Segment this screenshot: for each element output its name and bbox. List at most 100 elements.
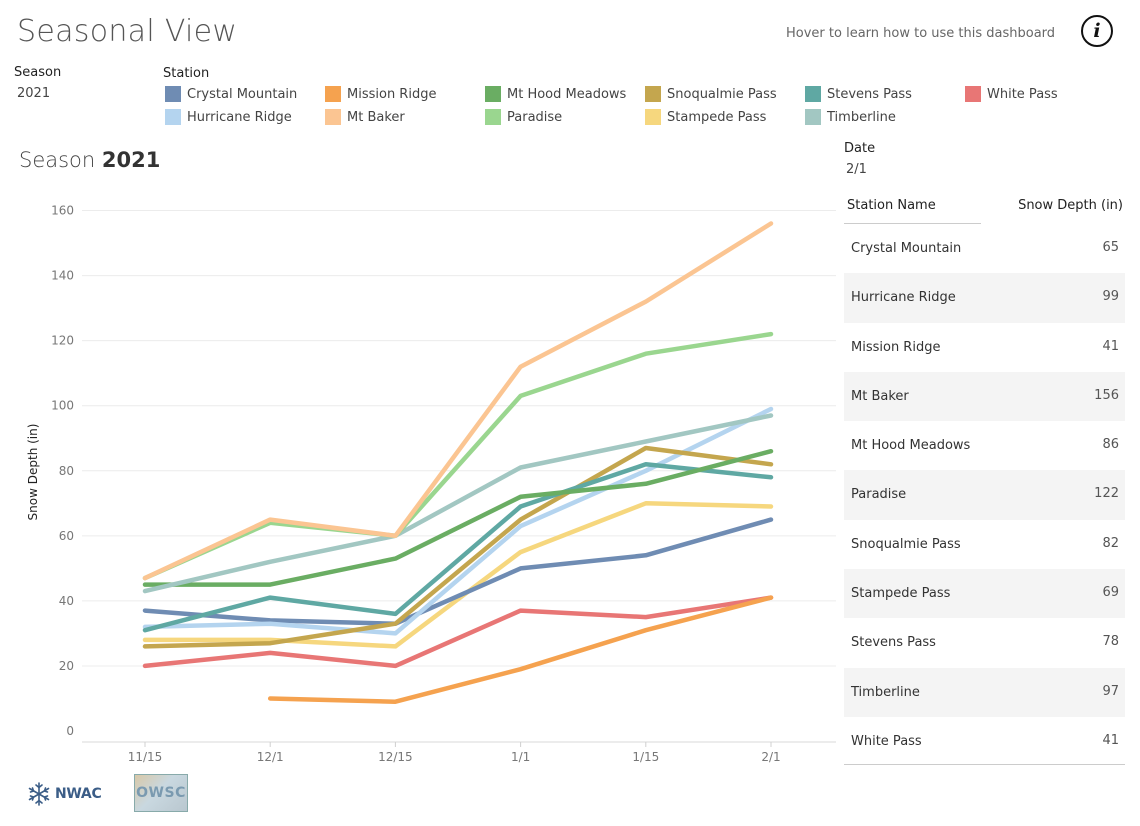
legend-item[interactable]: Paradise: [485, 109, 562, 125]
station-legend: Crystal Mountain Mission Ridge Mt Hood Mea…: [165, 86, 1085, 134]
nwac-logo-text: NWAC: [55, 786, 102, 802]
legend-label: Paradise: [507, 109, 563, 125]
y-tick-label: 60: [59, 529, 74, 543]
legend-swatch: [165, 109, 181, 125]
table-header-snow-depth[interactable]: Snow Depth (in): [1018, 198, 1123, 213]
date-filter-value[interactable]: 2/1: [846, 162, 867, 177]
y-tick-label: 100: [51, 399, 74, 413]
legend-label: Mt Hood Meadows: [507, 86, 627, 102]
x-tick-label: 1/15: [632, 750, 659, 764]
station-name-cell: Mt Baker: [851, 388, 909, 404]
station-name-cell: Stampede Pass: [851, 586, 951, 602]
legend-label: Mt Baker: [347, 109, 405, 125]
table-row[interactable]: Stevens Pass 78: [844, 618, 1125, 667]
snow-depth-cell: 78: [1102, 634, 1119, 650]
y-tick-label: 140: [51, 269, 74, 283]
table-row[interactable]: Hurricane Ridge 99: [844, 273, 1125, 323]
x-tick-label: 1/1: [511, 750, 530, 764]
y-tick-label: 0: [66, 724, 74, 738]
table-header-station-name[interactable]: Station Name: [847, 198, 936, 213]
snow-depth-cell: 65: [1102, 240, 1119, 255]
series-line: [142, 331, 774, 581]
table-row[interactable]: Snoqualmie Pass 82: [844, 520, 1125, 569]
station-name-cell: Hurricane Ridge: [851, 290, 956, 306]
chart-heading-season: 2021: [101, 148, 161, 172]
snow-depth-cell: 122: [1094, 486, 1119, 502]
snow-depth-cell: 97: [1102, 683, 1119, 699]
series-line: [142, 517, 774, 626]
owsc-logo-text: OWSC: [136, 785, 186, 801]
snow-depth-cell: 41: [1102, 338, 1119, 354]
station-name-cell: Paradise: [851, 487, 907, 503]
legend-swatch: [485, 109, 501, 125]
station-name-cell: Mission Ridge: [851, 339, 941, 355]
table-row[interactable]: Stampede Pass 69: [844, 569, 1125, 619]
station-name-cell: Stevens Pass: [851, 635, 936, 651]
legend-swatch: [325, 86, 341, 102]
chart-heading: Season 2021: [19, 148, 160, 172]
series-line: [142, 448, 774, 587]
station-name-cell: Timberline: [851, 684, 920, 700]
y-tick-label: 120: [51, 334, 74, 348]
legend-swatch: [485, 86, 501, 102]
legend-item[interactable]: Stampede Pass: [645, 109, 766, 125]
owsc-logo[interactable]: OWSC: [134, 774, 188, 812]
table-row[interactable]: Paradise 122: [844, 470, 1125, 520]
table-row[interactable]: Mt Baker 156: [844, 371, 1125, 422]
season-filter-label: Season: [14, 65, 62, 80]
table-row[interactable]: Crystal Mountain 65: [844, 224, 1125, 273]
snow-depth-cell: 41: [1102, 732, 1119, 748]
legend-item[interactable]: Hurricane Ridge: [165, 109, 292, 125]
table-row[interactable]: Mt Hood Meadows 86: [844, 421, 1125, 470]
series-line: [142, 413, 774, 594]
x-tick-label: 12/1: [257, 750, 284, 764]
season-filter-value[interactable]: 2021: [17, 86, 51, 101]
legend-swatch: [165, 86, 181, 102]
series-line: [142, 406, 774, 636]
legend-label: Hurricane Ridge: [187, 109, 292, 125]
x-tick-label: 2/1: [761, 750, 780, 764]
legend-swatch: [805, 86, 821, 102]
nwac-logo[interactable]: NWAC: [26, 781, 102, 807]
chart-heading-prefix: Season: [19, 148, 102, 172]
legend-label: White Pass: [987, 86, 1058, 102]
legend-item[interactable]: Mt Baker: [325, 109, 405, 125]
table-row[interactable]: Timberline 97: [844, 667, 1125, 717]
y-axis-title: Snow Depth (in): [26, 424, 40, 521]
legend-item[interactable]: Crystal Mountain: [165, 86, 297, 102]
legend-label: Crystal Mountain: [187, 86, 298, 102]
legend-swatch: [645, 86, 661, 102]
legend-label: Mission Ridge: [347, 86, 437, 102]
legend-swatch: [805, 109, 821, 125]
info-icon[interactable]: i: [1081, 15, 1113, 47]
legend-item[interactable]: Timberline: [805, 109, 896, 125]
table-row[interactable]: White Pass 41: [844, 717, 1125, 766]
legend-item[interactable]: Mission Ridge: [325, 86, 436, 102]
series-line: [142, 501, 774, 649]
legend-item[interactable]: Mt Hood Meadows: [485, 86, 626, 102]
series-line: [142, 462, 774, 633]
snow-depth-cell: 99: [1102, 289, 1119, 305]
legend-label: Timberline: [827, 109, 896, 125]
y-tick-label: 20: [59, 659, 74, 673]
snow-depth-line-chart: 0 20 40 60 80 100 120 140 160 11/15 12/1 12/15 1/1 1/…: [26, 204, 836, 764]
station-name-cell: White Pass: [851, 733, 922, 749]
header-divider: [844, 223, 981, 224]
legend-label: Snoqualmie Pass: [667, 86, 777, 102]
table-header-row: Station Name Snow Depth (in): [844, 192, 1125, 224]
series-line: [142, 595, 774, 669]
legend-item[interactable]: Stevens Pass: [805, 86, 912, 102]
legend-item[interactable]: Snoqualmie Pass: [645, 86, 777, 102]
help-hint-link[interactable]: Hover to learn how to use this dashboard: [786, 26, 1056, 41]
date-filter-label: Date: [844, 141, 876, 156]
legend-label: Stevens Pass: [827, 86, 912, 102]
series-line: [267, 595, 774, 704]
snow-depth-cell: 82: [1102, 535, 1119, 551]
snow-depth-cell: 156: [1094, 387, 1119, 403]
snow-depth-table: Station Name Snow Depth (in) Crystal Mou…: [844, 192, 1125, 766]
y-tick-label: 80: [59, 464, 74, 478]
table-row[interactable]: Mission Ridge 41: [844, 323, 1125, 372]
legend-label: Stampede Pass: [667, 109, 767, 125]
legend-item[interactable]: White Pass: [965, 86, 1058, 102]
snowflake-icon: [28, 782, 50, 806]
